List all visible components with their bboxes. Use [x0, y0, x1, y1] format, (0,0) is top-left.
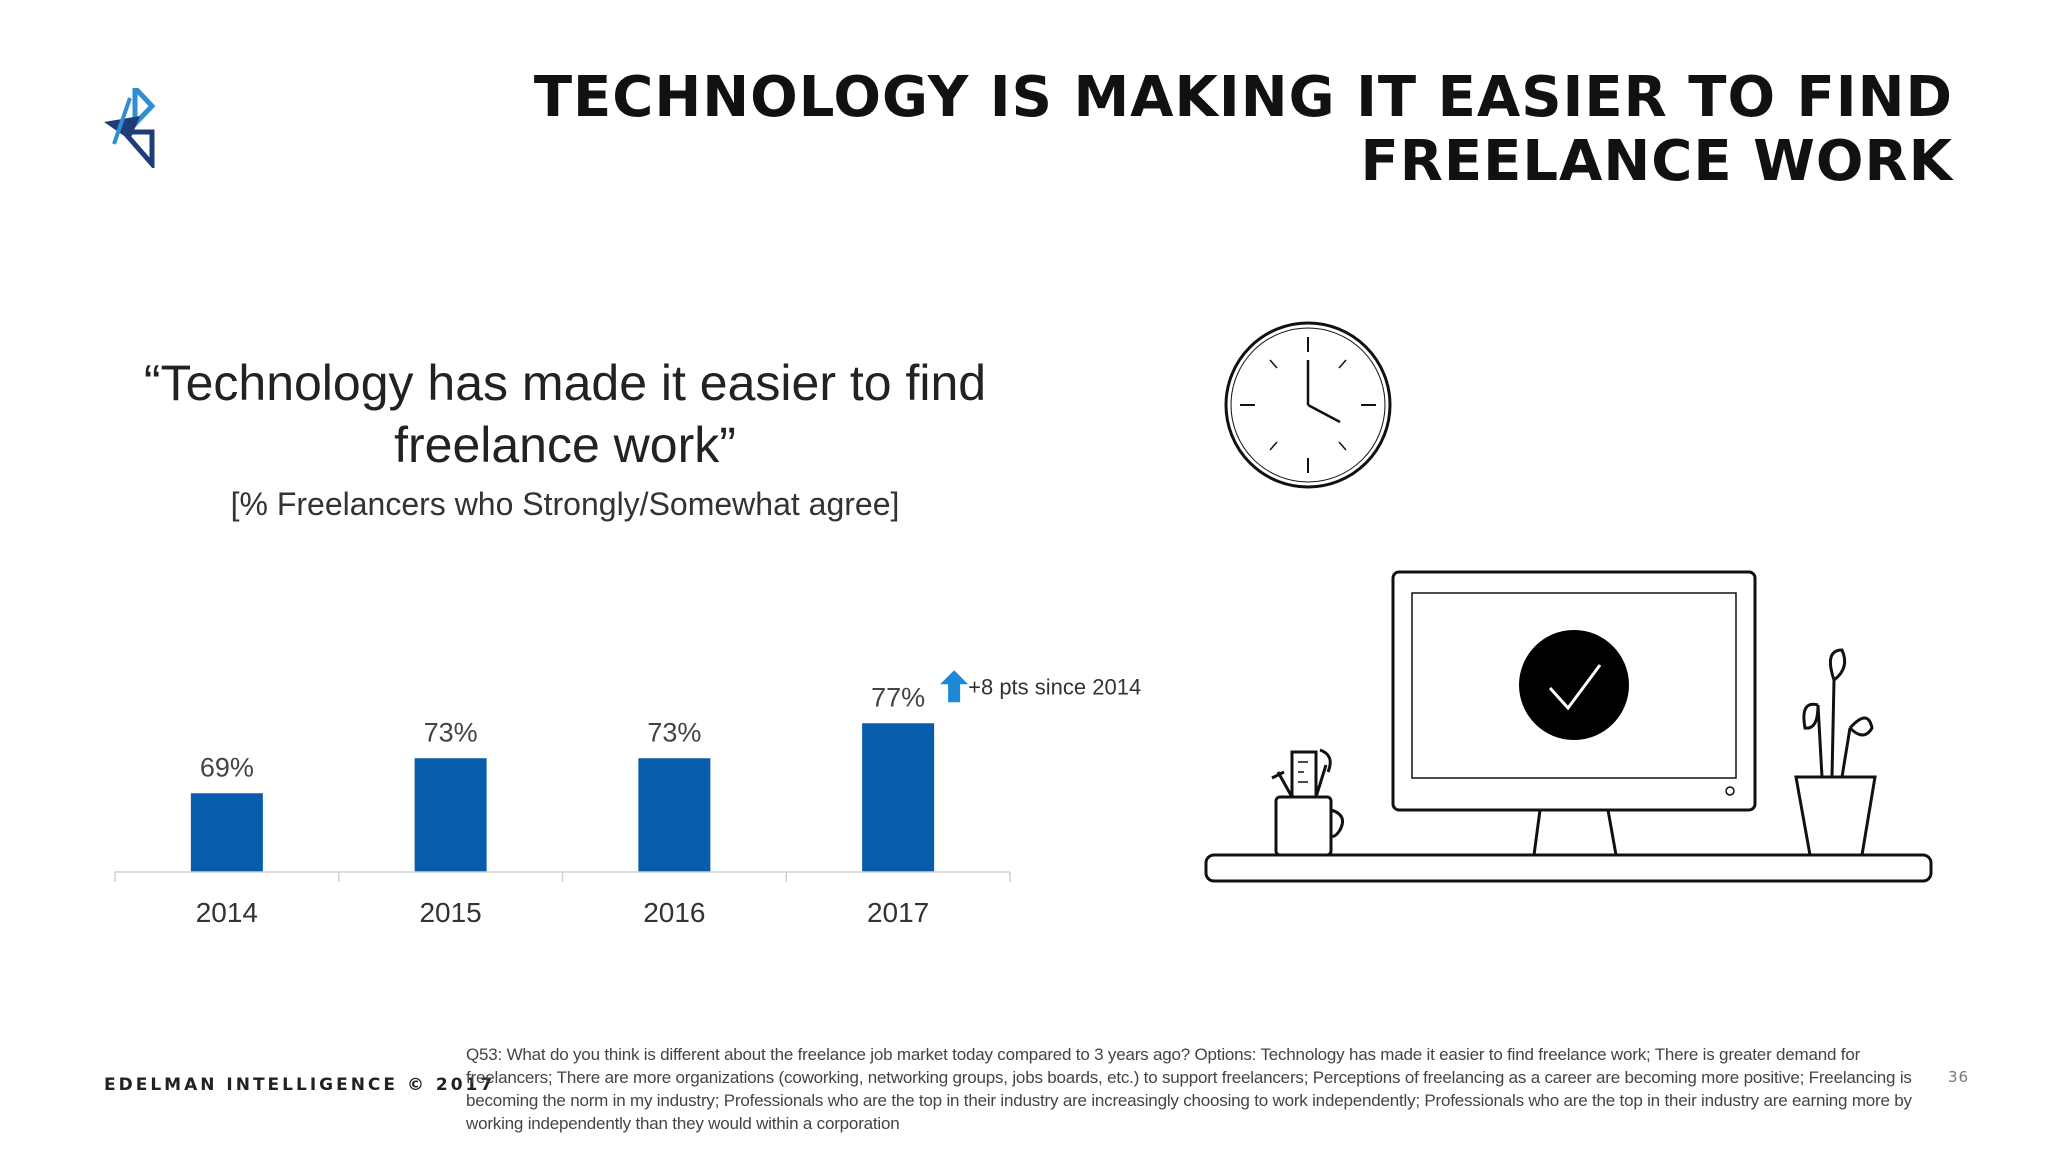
category-label: 2014: [196, 897, 258, 928]
bar-chart: 69% 2014 73% 2015 73% 2016 77% 2017 +8 pts sinc…: [114, 670, 1141, 928]
page-number: 36: [1948, 1068, 1970, 1086]
category-label: 2017: [867, 897, 929, 928]
category-label: 2016: [643, 897, 705, 928]
bar-value-label: 73%: [424, 717, 478, 747]
monitor-icon: [1391, 570, 1757, 856]
bar-value-label: 77%: [871, 682, 925, 712]
footnote: Q53: What do you think is different abou…: [466, 1045, 1912, 1133]
category-label: 2015: [419, 897, 481, 928]
bar-2015: [414, 758, 487, 872]
checkmark-icon: [1519, 630, 1629, 740]
bar-2017: [862, 723, 935, 872]
clock-icon: [1224, 321, 1392, 489]
pencil-cup-icon: [1271, 748, 1344, 857]
bar-2016: [638, 758, 711, 872]
bar-value-label: 73%: [647, 717, 701, 747]
plant-icon: [1794, 648, 1877, 857]
logo-icon: [104, 88, 156, 168]
chart-quote: “Technology has made it easier to find f…: [143, 355, 987, 473]
chart-subtitle: [% Freelancers who Strongly/Somewhat agr…: [230, 486, 900, 522]
annotation-label: +8 pts since 2014: [968, 674, 1141, 699]
slide-title: TECHNOLOGY IS MAKING IT EASIER TO FIND F…: [533, 65, 1953, 194]
desk-illustration: [1204, 321, 1933, 883]
up-arrow-icon: [940, 670, 969, 703]
desk-icon: [1204, 853, 1933, 883]
bar-value-label: 69%: [200, 752, 254, 782]
footer-brand: EDELMAN INTELLIGENCE © 2017: [104, 1075, 496, 1095]
bar-2014: [190, 793, 263, 872]
